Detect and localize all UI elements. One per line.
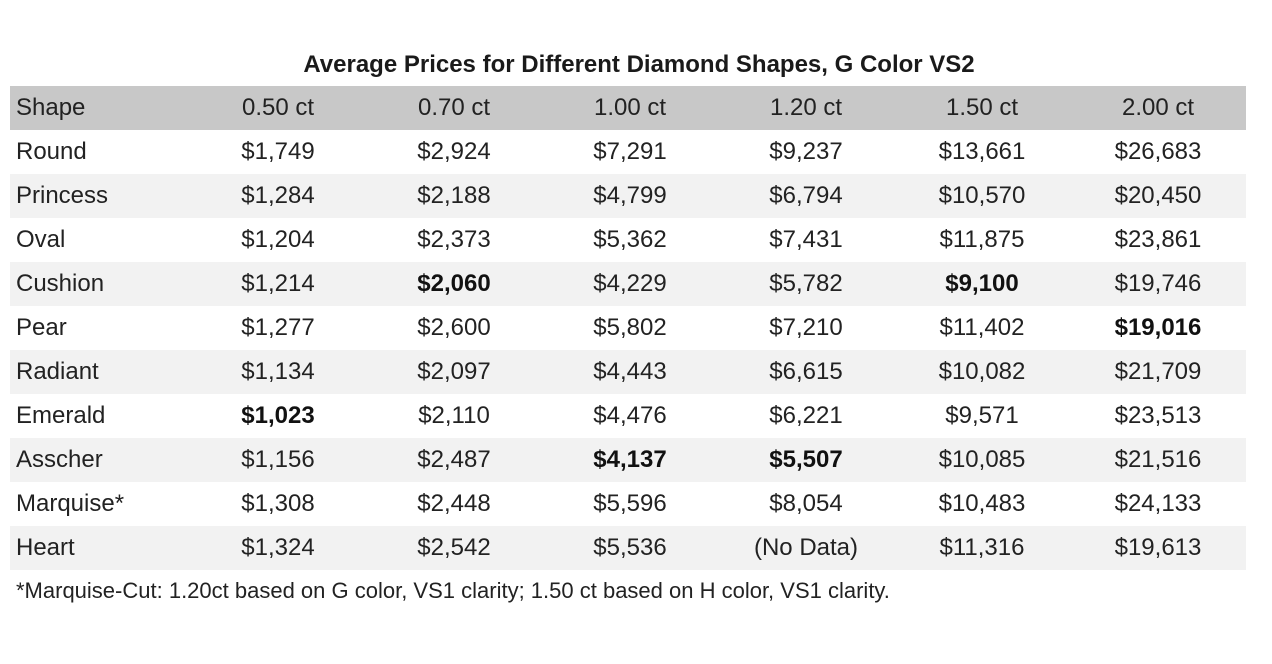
table-row: Cushion $1,214 $2,060 $4,229 $5,782 $9,100 $19… bbox=[10, 262, 1246, 306]
table-row: Marquise* $1,308 $2,448 $5,596 $8,054 $10,483… bbox=[10, 482, 1246, 526]
price-cell: $10,483 bbox=[938, 490, 1026, 517]
table-row: Oval $1,204 $2,373 $5,362 $7,431 $11,875 $23,8… bbox=[10, 218, 1246, 262]
price-cell: $5,507 bbox=[769, 446, 843, 473]
price-cell: $19,746 bbox=[1114, 270, 1202, 297]
price-cell: $2,542 bbox=[417, 534, 491, 561]
price-cell: $26,683 bbox=[1114, 138, 1202, 165]
price-cell: $2,487 bbox=[417, 446, 491, 473]
table-row: Round $1,749 $2,924 $7,291 $9,237 $13,661 $26,… bbox=[10, 130, 1246, 174]
table-title: Average Prices for Different Diamond Sha… bbox=[303, 51, 975, 78]
price-cell: $10,082 bbox=[938, 358, 1026, 385]
price-cell: $4,799 bbox=[593, 182, 667, 209]
table-header-row: Shape 0.50 ct 0.70 ct 1.00 ct 1.20 ct 1.… bbox=[10, 86, 1246, 130]
price-cell: $6,615 bbox=[769, 358, 843, 385]
price-cell: $11,875 bbox=[939, 226, 1025, 253]
price-cell: $7,210 bbox=[769, 314, 843, 341]
table-row: Radiant $1,134 $2,097 $4,443 $6,615 $10,082 $2… bbox=[10, 350, 1246, 394]
shape-cell: Emerald bbox=[16, 402, 106, 429]
price-cell: $10,085 bbox=[938, 446, 1026, 473]
header-cell-070ct: 0.70 ct bbox=[417, 94, 491, 121]
price-cell: $4,137 bbox=[593, 446, 667, 473]
shape-cell: Pear bbox=[16, 314, 67, 341]
price-cell: $5,536 bbox=[593, 534, 667, 561]
table-row: Asscher $1,156 $2,487 $4,137 $5,507 $10,085 $2… bbox=[10, 438, 1246, 482]
price-cell: $13,661 bbox=[938, 138, 1026, 165]
header-cell-050ct: 0.50 ct bbox=[241, 94, 315, 121]
shape-cell: Radiant bbox=[16, 358, 99, 385]
table-row: Heart $1,324 $2,542 $5,536 (No Data) $11,316 $… bbox=[10, 526, 1246, 570]
price-cell: $8,054 bbox=[769, 490, 843, 517]
shape-cell: Marquise* bbox=[16, 490, 125, 517]
price-cell: $23,513 bbox=[1114, 402, 1202, 429]
price-cell: $9,100 bbox=[945, 270, 1019, 297]
price-cell: $20,450 bbox=[1114, 182, 1202, 209]
price-cell: $5,782 bbox=[769, 270, 843, 297]
price-cell: $1,134 bbox=[241, 358, 315, 385]
price-cell: $21,516 bbox=[1114, 446, 1202, 473]
shape-cell: Cushion bbox=[16, 270, 105, 297]
price-cell: $7,431 bbox=[769, 226, 843, 253]
price-cell: $11,316 bbox=[939, 534, 1025, 561]
price-cell: $1,284 bbox=[241, 182, 315, 209]
price-cell: $2,448 bbox=[417, 490, 491, 517]
price-cell: $1,023 bbox=[241, 402, 315, 429]
header-cell-120ct: 1.20 ct bbox=[769, 94, 843, 121]
price-cell: $1,324 bbox=[241, 534, 315, 561]
price-cell: $1,214 bbox=[241, 270, 315, 297]
price-cell: $9,237 bbox=[769, 138, 843, 165]
price-cell: $5,596 bbox=[593, 490, 667, 517]
price-cell: $7,291 bbox=[593, 138, 667, 165]
table-body: Round $1,749 $2,924 $7,291 $9,237 $13,661 $26,… bbox=[10, 130, 1246, 570]
shape-cell: Heart bbox=[16, 534, 75, 561]
price-cell: $1,277 bbox=[241, 314, 315, 341]
price-cell: $2,600 bbox=[417, 314, 491, 341]
price-cell: $4,443 bbox=[593, 358, 667, 385]
header-cell-150ct: 1.50 ct bbox=[945, 94, 1019, 121]
price-cell: $21,709 bbox=[1114, 358, 1202, 385]
table-row: Princess $1,284 $2,188 $4,799 $6,794 $10,570 $… bbox=[10, 174, 1246, 218]
price-cell: $2,924 bbox=[417, 138, 491, 165]
price-cell: $1,204 bbox=[241, 226, 315, 253]
diamond-price-table: Shape 0.50 ct 0.70 ct 1.00 ct 1.20 ct 1.… bbox=[10, 86, 1246, 570]
price-cell: $23,861 bbox=[1114, 226, 1202, 253]
price-cell: $2,373 bbox=[417, 226, 491, 253]
price-cell: $19,016 bbox=[1114, 314, 1202, 341]
price-cell: $4,476 bbox=[593, 402, 667, 429]
header-cell-200ct: 2.00 ct bbox=[1121, 94, 1195, 121]
price-cell: $6,794 bbox=[769, 182, 843, 209]
price-cell: $2,060 bbox=[417, 270, 491, 297]
price-cell: $6,221 bbox=[769, 402, 843, 429]
price-cell: $5,362 bbox=[593, 226, 667, 253]
table-row: Pear $1,277 $2,600 $5,802 $7,210 $11,402 $19,0… bbox=[10, 306, 1246, 350]
table-row: Emerald $1,023 $2,110 $4,476 $6,221 $9,571 $23… bbox=[10, 394, 1246, 438]
price-cell: $9,571 bbox=[945, 402, 1019, 429]
price-cell: $1,308 bbox=[241, 490, 315, 517]
price-cell: $2,188 bbox=[417, 182, 491, 209]
price-cell: $11,402 bbox=[939, 314, 1025, 341]
price-cell: $24,133 bbox=[1114, 490, 1202, 517]
shape-cell: Princess bbox=[16, 182, 109, 209]
price-cell: $10,570 bbox=[938, 182, 1026, 209]
price-cell: (No Data) bbox=[753, 534, 859, 561]
shape-cell: Asscher bbox=[16, 446, 103, 473]
price-cell: $5,802 bbox=[593, 314, 667, 341]
shape-cell: Oval bbox=[16, 226, 66, 253]
shape-cell: Round bbox=[16, 138, 87, 165]
price-cell: $19,613 bbox=[1114, 534, 1202, 561]
price-cell: $4,229 bbox=[593, 270, 667, 297]
header-cell-shape: Shape bbox=[16, 94, 86, 121]
price-cell: $2,097 bbox=[417, 358, 491, 385]
price-cell: $1,749 bbox=[241, 138, 315, 165]
footnote: *Marquise-Cut: 1.20ct based on G color, … bbox=[16, 578, 890, 603]
price-cell: $1,156 bbox=[241, 446, 315, 473]
header-cell-100ct: 1.00 ct bbox=[593, 94, 667, 121]
price-cell: $2,110 bbox=[418, 402, 490, 429]
price-table-document: Average Prices for Different Diamond Sha… bbox=[10, 50, 1246, 606]
